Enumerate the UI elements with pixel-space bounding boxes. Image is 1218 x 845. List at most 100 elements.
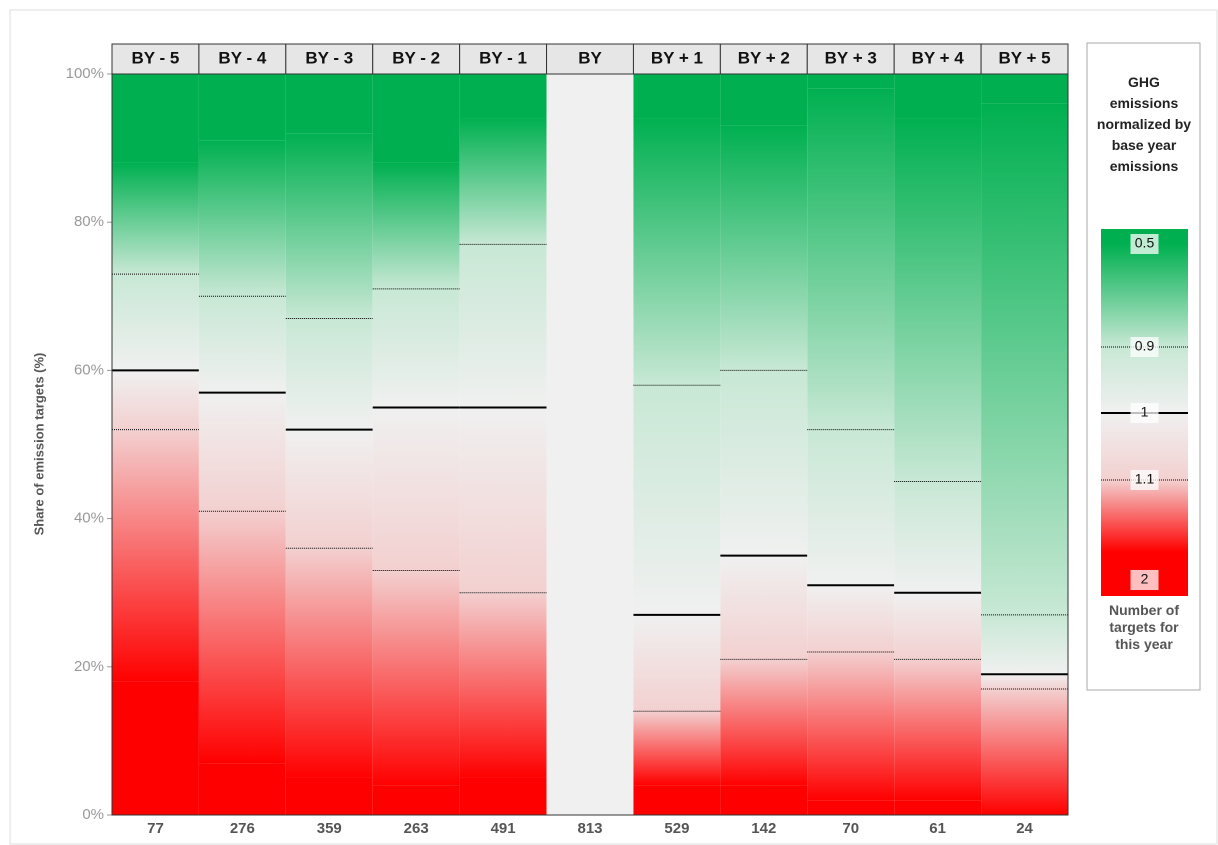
segment xyxy=(720,555,808,660)
legend-label-bg xyxy=(1130,570,1159,590)
count-label: 24 xyxy=(1016,820,1033,837)
segment xyxy=(285,133,373,319)
column-label: BY - 1 xyxy=(479,48,527,67)
legend-footer: Number of targets for this year xyxy=(1109,602,1179,652)
legend-label: 1.1 xyxy=(1135,471,1155,487)
segment xyxy=(112,274,199,371)
column-label: BY - 2 xyxy=(392,48,440,67)
legend-label-bg xyxy=(1130,337,1159,357)
column-header xyxy=(372,43,461,75)
y-tick-label: 20% xyxy=(74,658,104,675)
segment xyxy=(633,785,721,815)
segment xyxy=(372,407,460,571)
count-label: 61 xyxy=(929,820,946,837)
column-label: BY - 5 xyxy=(132,48,180,67)
y-tick-label: 40% xyxy=(74,510,104,527)
segment xyxy=(720,125,808,371)
count-label: 276 xyxy=(230,820,255,837)
segment xyxy=(112,429,199,682)
column-label: BY xyxy=(578,48,602,67)
top-segment xyxy=(894,74,982,119)
segment xyxy=(285,548,373,778)
segment xyxy=(894,659,982,801)
segment xyxy=(112,162,199,275)
count-label: 77 xyxy=(147,820,164,837)
segment xyxy=(894,118,982,482)
top-segment xyxy=(285,74,373,134)
count-label: 491 xyxy=(491,820,516,837)
column-label: BY - 4 xyxy=(218,48,266,67)
column-label: BY + 5 xyxy=(998,48,1050,67)
segment xyxy=(807,88,895,430)
segment xyxy=(807,651,895,801)
column-header xyxy=(632,43,721,75)
segment xyxy=(459,244,547,408)
y-tick-label: 60% xyxy=(74,361,104,378)
column-header xyxy=(111,43,200,75)
segment xyxy=(372,288,460,408)
top-segment xyxy=(633,74,721,119)
y-tick-label: 100% xyxy=(66,65,104,82)
column-label: BY + 3 xyxy=(825,48,877,67)
top-segment xyxy=(459,74,547,119)
segment xyxy=(372,162,460,289)
segment xyxy=(720,659,808,786)
top-segment xyxy=(112,74,199,163)
page-border xyxy=(9,9,1218,845)
segment xyxy=(198,511,286,764)
y-tick-label: 80% xyxy=(74,213,104,230)
segment xyxy=(981,689,1068,815)
legend-label: 1 xyxy=(1141,404,1149,420)
segment xyxy=(807,800,895,815)
segment xyxy=(981,674,1068,690)
segment xyxy=(372,785,460,815)
top-segment xyxy=(372,74,460,163)
segment xyxy=(807,585,895,652)
segment xyxy=(459,118,547,245)
base-year-column xyxy=(546,74,634,815)
segment xyxy=(633,614,721,712)
legend-label-bg xyxy=(1130,470,1159,490)
legend-label: 2 xyxy=(1141,571,1149,587)
column-label: BY + 4 xyxy=(912,48,965,67)
segment xyxy=(285,777,373,815)
count-label: 263 xyxy=(404,820,429,837)
segment xyxy=(633,385,721,615)
column-header xyxy=(980,43,1069,75)
top-segment xyxy=(198,74,286,141)
segment xyxy=(459,592,547,778)
segment xyxy=(198,296,286,393)
count-label: 359 xyxy=(317,820,342,837)
count-label: 813 xyxy=(577,820,602,837)
segment xyxy=(720,785,808,815)
legend-label: 0.9 xyxy=(1135,338,1155,354)
column-header xyxy=(546,43,634,75)
segment xyxy=(807,429,895,586)
segment xyxy=(198,140,286,297)
segment xyxy=(459,407,547,593)
legend-title: GHG emissions normalized by base year em… xyxy=(1096,74,1192,174)
segment xyxy=(981,103,1068,615)
segment xyxy=(285,429,373,549)
segment xyxy=(285,318,373,430)
plot-frame xyxy=(111,73,1069,816)
column-label: BY - 3 xyxy=(305,48,353,67)
segment xyxy=(894,800,982,815)
y-axis-label: Share of emission targets (%) xyxy=(31,353,46,536)
segment xyxy=(198,763,286,815)
segment xyxy=(894,481,982,593)
segment xyxy=(112,370,199,430)
column-label: BY + 1 xyxy=(651,48,703,67)
segment xyxy=(720,370,808,556)
column-label: BY + 2 xyxy=(738,48,790,67)
count-label: 70 xyxy=(842,820,859,837)
legend-label: 0.5 xyxy=(1135,235,1155,251)
count-label: 529 xyxy=(664,820,689,837)
legend-label-bg xyxy=(1130,234,1159,254)
column-header xyxy=(285,43,374,75)
count-label: 142 xyxy=(751,820,776,837)
segment xyxy=(894,592,982,660)
segment xyxy=(112,681,199,815)
